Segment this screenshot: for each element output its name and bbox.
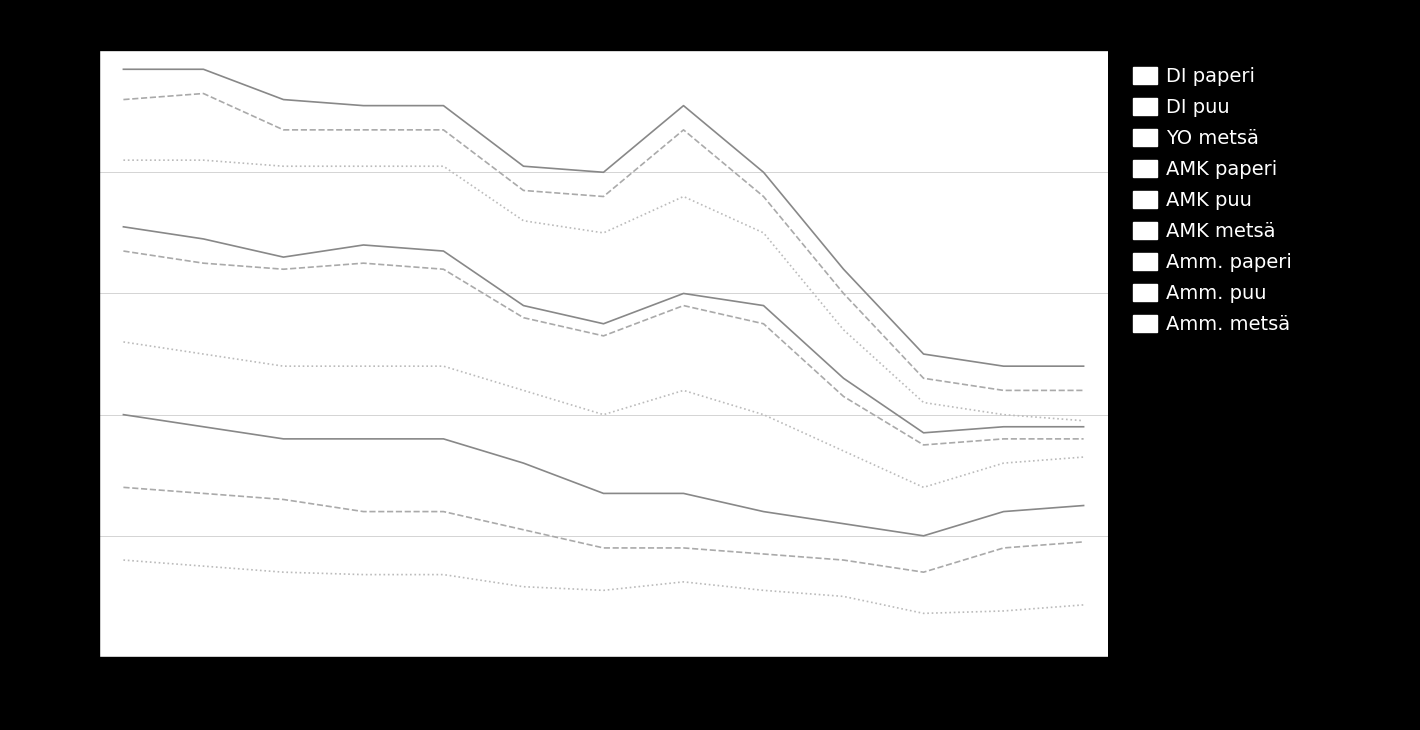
Legend: DI paperi, DI puu, YO metsä, AMK paperi, AMK puu, AMK metsä, Amm. paperi, Amm. p: DI paperi, DI puu, YO metsä, AMK paperi,… bbox=[1127, 61, 1298, 340]
Text: Hakijoiden määrä: Hakijoiden määrä bbox=[99, 9, 258, 27]
